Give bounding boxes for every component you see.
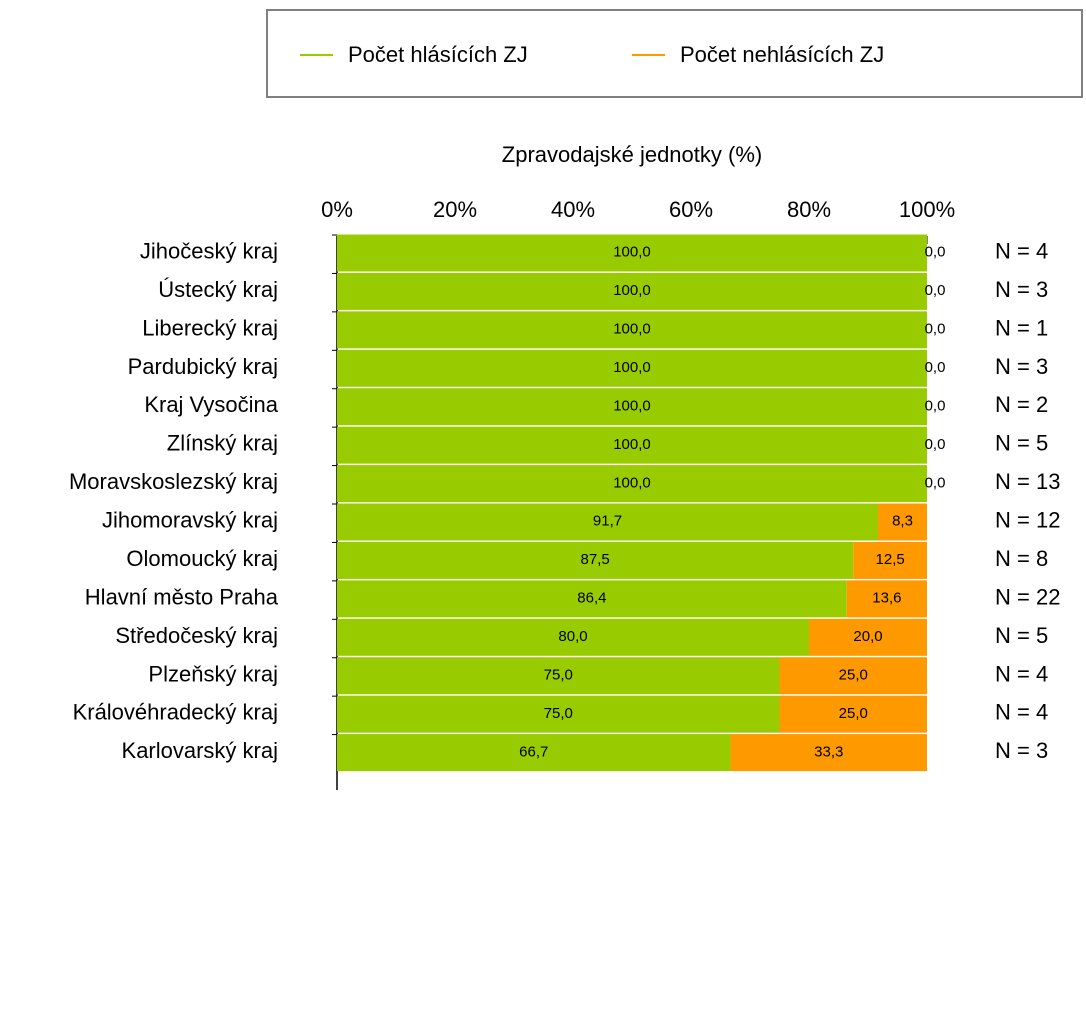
axis-title: Zpravodajské jednotky (%) <box>502 142 762 167</box>
n-label: N = 5 <box>995 431 1048 456</box>
value-label: 86,4 <box>577 590 606 607</box>
bar-segment <box>337 657 780 695</box>
n-label: N = 2 <box>995 392 1048 417</box>
y-tick-label: Plzeňský kraj <box>148 661 278 686</box>
bar-segment <box>846 580 927 618</box>
value-label: 0,0 <box>925 474 946 491</box>
value-label: 80,0 <box>558 628 587 645</box>
y-tick-label: Kraj Vysočina <box>144 392 278 417</box>
value-label: 100,0 <box>613 244 651 261</box>
value-label: 75,0 <box>544 705 573 722</box>
value-label: 13,6 <box>872 590 901 607</box>
bar-segment <box>779 695 927 733</box>
n-label: N = 3 <box>995 277 1048 302</box>
value-label: 0,0 <box>925 359 946 376</box>
bar-segment <box>779 657 927 695</box>
value-label: 20,0 <box>853 628 882 645</box>
value-label: 66,7 <box>519 743 548 760</box>
bar-segment <box>337 272 927 310</box>
value-label: 33,3 <box>814 743 843 760</box>
bar-segment <box>337 734 731 772</box>
y-tick-label: Středočeský kraj <box>115 623 278 648</box>
x-tick-label: 100% <box>899 197 955 222</box>
value-label: 0,0 <box>925 397 946 414</box>
n-label: N = 8 <box>995 546 1048 571</box>
y-tick-label: Ústecký kraj <box>158 277 278 302</box>
y-tick-label: Olomoucký kraj <box>126 546 278 571</box>
bar-segment <box>337 426 927 464</box>
n-label: N = 4 <box>995 239 1048 264</box>
value-label: 0,0 <box>925 244 946 261</box>
n-label: N = 3 <box>995 354 1048 379</box>
value-label: 100,0 <box>613 474 651 491</box>
value-label: 87,5 <box>581 551 610 568</box>
n-label: N = 5 <box>995 623 1048 648</box>
legend-box <box>266 9 1083 98</box>
bar-segment <box>337 618 809 656</box>
n-label: N = 12 <box>995 508 1060 533</box>
n-label: N = 4 <box>995 700 1048 725</box>
n-label: N = 4 <box>995 661 1048 686</box>
value-label: 100,0 <box>613 321 651 338</box>
bar-segment <box>878 503 927 541</box>
n-label: N = 1 <box>995 315 1048 340</box>
bar-segment <box>337 465 927 503</box>
x-tick-label: 40% <box>551 197 595 222</box>
bar-segment <box>337 311 927 349</box>
n-label: N = 13 <box>995 469 1060 494</box>
value-label: 100,0 <box>613 397 651 414</box>
value-label: 8,3 <box>892 513 913 530</box>
value-label: 100,0 <box>613 359 651 376</box>
value-label: 25,0 <box>839 666 868 683</box>
bar-segment <box>337 580 847 618</box>
y-tick-label: Jihočeský kraj <box>140 239 278 264</box>
x-tick-label: 80% <box>787 197 831 222</box>
bar-segment <box>337 695 780 733</box>
y-tick-label: Jihomoravský kraj <box>102 508 278 533</box>
value-label: 25,0 <box>839 705 868 722</box>
value-label: 0,0 <box>925 436 946 453</box>
legend-label: Počet nehlásících ZJ <box>680 42 884 67</box>
value-label: 100,0 <box>613 282 651 299</box>
bar-segment <box>730 734 927 772</box>
bar-segment <box>337 349 927 387</box>
y-tick-label: Hlavní město Praha <box>85 584 279 609</box>
n-label: N = 22 <box>995 584 1060 609</box>
y-tick-label: Královéhradecký kraj <box>73 700 278 725</box>
value-label: 0,0 <box>925 282 946 299</box>
bar-segment <box>337 234 927 272</box>
bar-segment <box>337 503 879 541</box>
legend-label: Počet hlásících ZJ <box>348 42 528 67</box>
value-label: 12,5 <box>876 551 905 568</box>
y-tick-label: Zlínský kraj <box>167 431 278 456</box>
bar-segment <box>809 618 927 656</box>
x-tick-label: 60% <box>669 197 713 222</box>
value-label: 91,7 <box>593 513 622 530</box>
n-label: N = 3 <box>995 738 1048 763</box>
y-tick-label: Liberecký kraj <box>142 315 278 340</box>
x-tick-label: 0% <box>321 197 353 222</box>
y-tick-label: Moravskoslezský kraj <box>69 469 278 494</box>
x-tick-label: 20% <box>433 197 477 222</box>
bar-segment <box>853 541 927 579</box>
y-tick-label: Pardubický kraj <box>128 354 278 379</box>
bar-segment <box>337 388 927 426</box>
value-label: 75,0 <box>544 666 573 683</box>
value-label: 0,0 <box>925 321 946 338</box>
y-tick-label: Karlovarský kraj <box>122 738 278 763</box>
value-label: 100,0 <box>613 436 651 453</box>
bar-segment <box>337 541 854 579</box>
